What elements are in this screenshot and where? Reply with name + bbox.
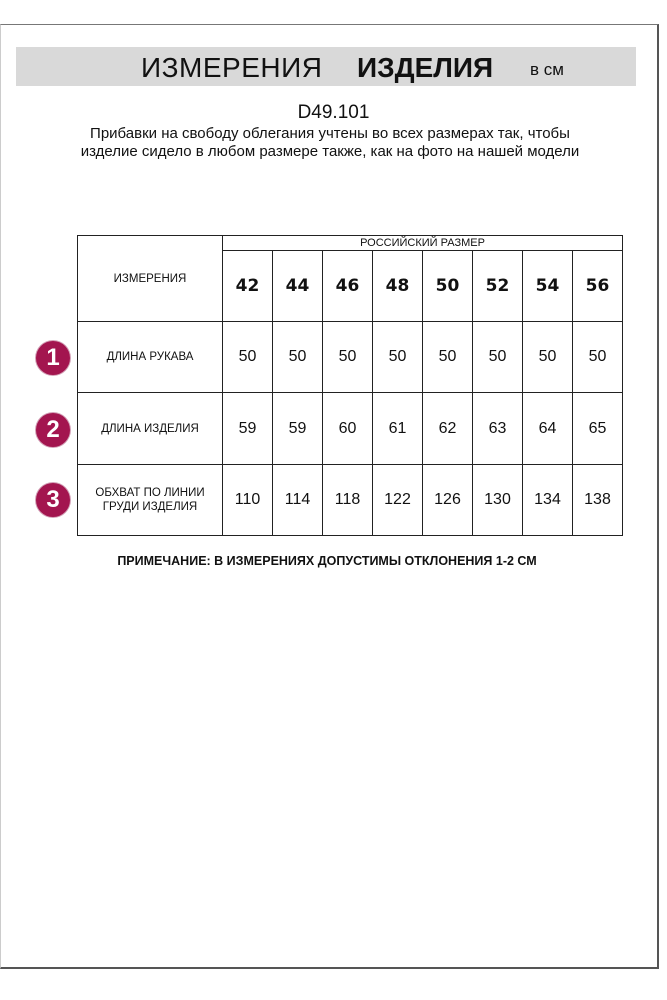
description: Прибавки на свободу облегания учтены во … xyxy=(80,125,580,160)
size-header: 46 xyxy=(322,250,373,322)
measurement-cell: 62 xyxy=(422,392,473,465)
measurement-cell: 59 xyxy=(272,392,323,465)
size-header: 48 xyxy=(372,250,423,322)
measurement-cell: 50 xyxy=(572,321,623,393)
measurement-cell: 65 xyxy=(572,392,623,465)
measurement-cell: 60 xyxy=(322,392,373,465)
row-number-badge: 2 xyxy=(36,413,70,447)
title-banner xyxy=(16,47,636,86)
measurement-cell: 126 xyxy=(422,464,473,536)
model-code: D49.101 xyxy=(297,102,370,123)
size-header: 50 xyxy=(422,250,473,322)
size-header: 54 xyxy=(522,250,573,322)
size-header: 52 xyxy=(472,250,523,322)
measurement-cell: 64 xyxy=(522,392,573,465)
measurement-cell: 122 xyxy=(372,464,423,536)
table-row: ДЛИНА ИЗДЕЛИЯ 59 59 60 61 62 63 64 65 xyxy=(77,392,623,465)
title-regular: ИЗМЕРЕНИЯ xyxy=(141,52,323,83)
measurement-cell: 138 xyxy=(572,464,623,536)
title-bold: ИЗДЕЛИЯ xyxy=(357,52,494,83)
measurement-cell: 63 xyxy=(472,392,523,465)
measurement-cell: 50 xyxy=(472,321,523,393)
table-row: ДЛИНА РУКАВА 50 50 50 50 50 50 50 50 xyxy=(77,321,623,393)
row-label: ДЛИНА ИЗДЕЛИЯ xyxy=(77,392,223,465)
measurement-cell: 50 xyxy=(522,321,573,393)
size-header: 56 xyxy=(572,250,623,322)
size-header: 42 xyxy=(222,250,273,322)
measurement-cell: 114 xyxy=(272,464,323,536)
page-frame xyxy=(0,24,659,969)
note: ПРИМЕЧАНИЕ: В ИЗМЕРЕНИЯХ ДОПУСТИМЫ ОТКЛО… xyxy=(117,554,537,568)
row-label: ДЛИНА РУКАВА xyxy=(77,321,223,393)
measurement-cell: 50 xyxy=(422,321,473,393)
size-table: ИЗМЕРЕНИЯ РОССИЙСКИЙ РАЗМЕР 42 44 46 48 50 52… xyxy=(77,235,623,536)
measurement-cell: 50 xyxy=(372,321,423,393)
title-units: в см xyxy=(530,60,564,79)
measurement-cell: 59 xyxy=(222,392,273,465)
row-label: ОБХВАТ ПО ЛИНИИ ГРУДИ ИЗДЕЛИЯ xyxy=(77,464,223,536)
corner-label: ИЗМЕРЕНИЯ xyxy=(77,235,223,322)
group-header: РОССИЙСКИЙ РАЗМЕР xyxy=(222,235,623,251)
measurement-cell: 134 xyxy=(522,464,573,536)
size-header: 44 xyxy=(272,250,323,322)
row-number-badge: 1 xyxy=(36,341,70,375)
measurement-cell: 118 xyxy=(322,464,373,536)
row-number-badge: 3 xyxy=(36,483,70,517)
measurement-cell: 130 xyxy=(472,464,523,536)
measurement-cell: 50 xyxy=(222,321,273,393)
measurement-cell: 61 xyxy=(372,392,423,465)
measurement-cell: 50 xyxy=(322,321,373,393)
table-row: ОБХВАТ ПО ЛИНИИ ГРУДИ ИЗДЕЛИЯ 110 114 118 12… xyxy=(77,464,623,536)
measurement-cell: 50 xyxy=(272,321,323,393)
measurement-cell: 110 xyxy=(222,464,273,536)
